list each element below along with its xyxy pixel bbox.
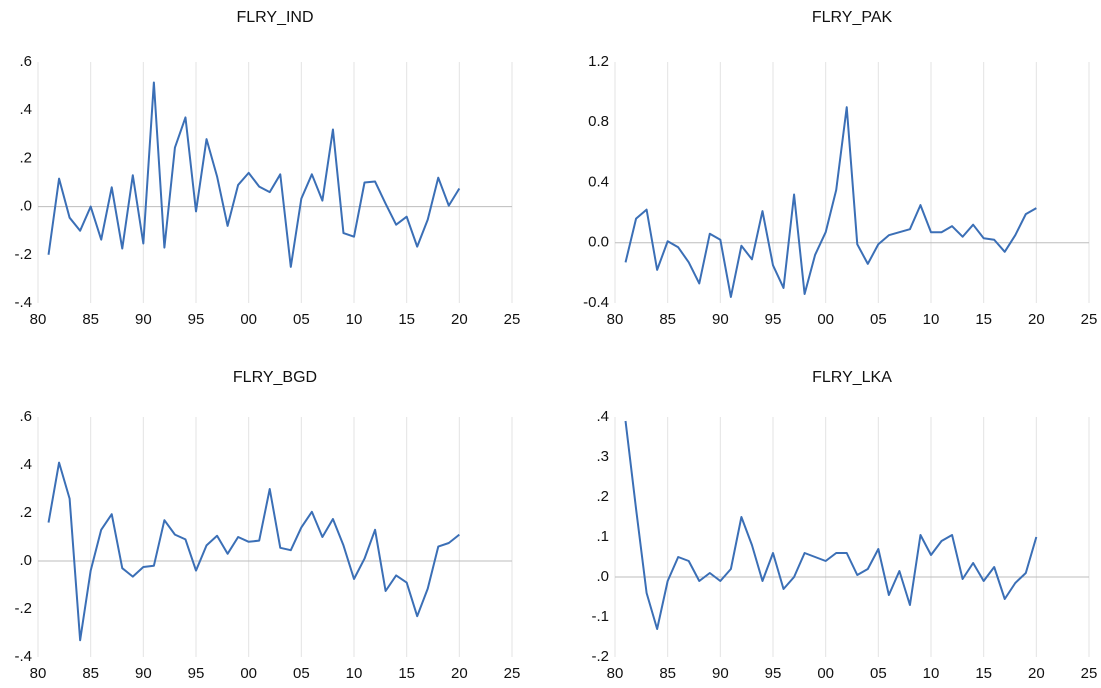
x-tick-label: 10 (923, 311, 940, 328)
x-tick-label: 05 (293, 311, 310, 328)
x-tick-label: 90 (135, 311, 152, 328)
x-tick-label: 05 (870, 311, 887, 328)
x-tick-label: 15 (975, 311, 992, 328)
x-tick-label: 25 (1081, 311, 1098, 328)
chart-title: FLRY_PAK (812, 9, 893, 26)
x-tick-label: 10 (923, 665, 940, 682)
data-line (47, 461, 460, 642)
y-tick-label: .0 (19, 198, 32, 215)
y-tick-label: .3 (596, 448, 609, 465)
y-tick-label: .4 (19, 101, 32, 118)
x-tick-label: 25 (504, 665, 521, 682)
y-tick-label: -.2 (14, 246, 32, 263)
chart-title: FLRY_LKA (812, 369, 892, 386)
y-tick-label: 0.4 (588, 173, 609, 190)
y-tick-label: 0.8 (588, 113, 609, 130)
y-tick-label: .6 (19, 53, 32, 70)
x-tick-label: 00 (817, 311, 834, 328)
x-tick-label: 20 (1028, 665, 1045, 682)
y-tick-label: 1.2 (588, 53, 609, 70)
x-tick-label: 80 (607, 311, 624, 328)
y-tick-label: .2 (19, 504, 32, 521)
x-tick-label: 05 (293, 665, 310, 682)
x-tick-label: 15 (398, 311, 415, 328)
x-tick-label: 15 (975, 665, 992, 682)
x-tick-label: 10 (346, 665, 363, 682)
chart-title: FLRY_BGD (233, 369, 317, 386)
y-tick-label: 0.0 (588, 234, 609, 251)
y-tick-label: .1 (596, 528, 609, 545)
x-tick-label: 95 (188, 311, 205, 328)
y-tick-label: -.4 (14, 648, 32, 665)
x-tick-label: 90 (135, 665, 152, 682)
y-tick-label: -.2 (591, 648, 609, 665)
y-tick-label: .2 (596, 488, 609, 505)
x-tick-label: 80 (607, 665, 624, 682)
y-tick-label: .4 (596, 408, 609, 425)
x-tick-label: 25 (1081, 665, 1098, 682)
x-tick-label: 90 (712, 311, 729, 328)
y-tick-label: .6 (19, 408, 32, 425)
x-tick-label: 80 (30, 311, 47, 328)
y-tick-label: -0.4 (583, 294, 609, 311)
data-line (624, 106, 1037, 298)
y-tick-label: .0 (19, 552, 32, 569)
x-tick-label: 00 (240, 311, 257, 328)
x-tick-label: 85 (82, 665, 99, 682)
x-tick-label: 95 (188, 665, 205, 682)
x-tick-label: 10 (346, 311, 363, 328)
x-tick-label: 00 (240, 665, 257, 682)
x-tick-label: 20 (451, 311, 468, 328)
x-tick-label: 20 (451, 665, 468, 682)
x-tick-label: 85 (659, 665, 676, 682)
x-tick-label: 95 (765, 665, 782, 682)
y-tick-label: .4 (19, 456, 32, 473)
x-tick-label: 25 (504, 311, 521, 328)
x-tick-label: 05 (870, 665, 887, 682)
data-line (47, 81, 461, 268)
x-tick-label: 85 (82, 311, 99, 328)
x-tick-label: 80 (30, 665, 47, 682)
y-tick-label: -.2 (14, 600, 32, 617)
x-tick-label: 00 (817, 665, 834, 682)
data-line (624, 420, 1038, 630)
y-tick-label: .2 (19, 149, 32, 166)
y-tick-label: -.1 (591, 608, 609, 625)
x-tick-label: 95 (765, 311, 782, 328)
x-tick-label: 15 (398, 665, 415, 682)
y-tick-label: .0 (596, 568, 609, 585)
x-tick-label: 90 (712, 665, 729, 682)
y-tick-label: -.4 (14, 294, 32, 311)
x-tick-label: 85 (659, 311, 676, 328)
chart-title: FLRY_IND (236, 9, 313, 26)
x-tick-label: 20 (1028, 311, 1045, 328)
